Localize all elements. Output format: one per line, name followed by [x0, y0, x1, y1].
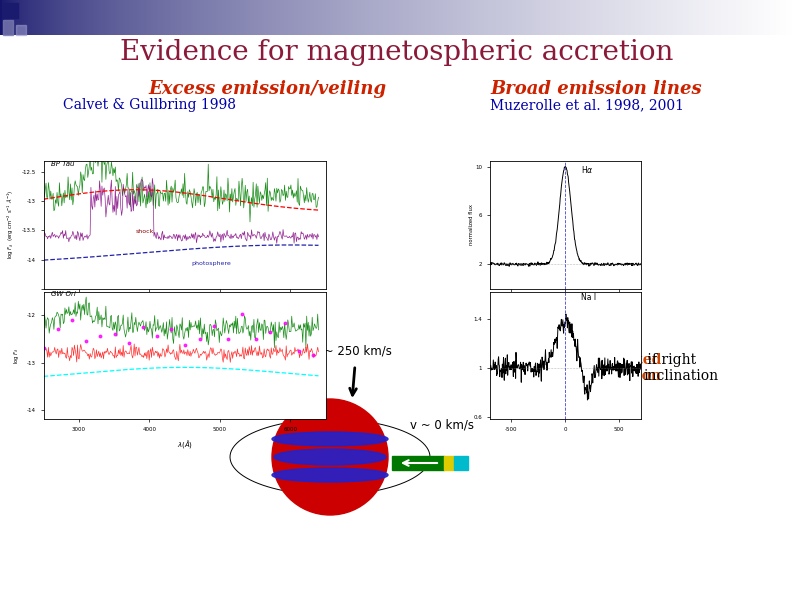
Y-axis label: log $F_\lambda$  (erg cm$^{-2}$ s$^{-1}$ $\AA^{-1}$): log $F_\lambda$ (erg cm$^{-2}$ s$^{-1}$ …	[6, 190, 16, 259]
Text: GW Ori: GW Ori	[51, 292, 75, 298]
Text: Na I: Na I	[581, 293, 596, 302]
Text: Broad emission lines: Broad emission lines	[490, 80, 702, 98]
Bar	[3, 3, 18, 18]
Text: Redshifted
absorption: Redshifted absorption	[577, 353, 661, 383]
Text: photosphere: photosphere	[191, 261, 231, 267]
Text: Calvet & Gullbring 1998: Calvet & Gullbring 1998	[63, 98, 236, 112]
Ellipse shape	[274, 449, 386, 465]
Y-axis label: log $F_\lambda$: log $F_\lambda$	[13, 347, 21, 364]
Bar	[392, 456, 444, 470]
Bar	[3, 20, 13, 35]
Text: v ~ 0 km/s: v ~ 0 km/s	[410, 418, 474, 431]
X-axis label: $\lambda(\AA)$: $\lambda(\AA)$	[176, 438, 193, 450]
Bar	[454, 456, 468, 470]
Text: BP Tau: BP Tau	[51, 161, 74, 167]
Text: Excess emission/veiling: Excess emission/veiling	[148, 80, 386, 98]
Ellipse shape	[272, 432, 388, 446]
Text: if right
inclination: if right inclination	[643, 353, 718, 383]
Text: v ~ 250 km/s: v ~ 250 km/s	[313, 344, 392, 357]
Text: H$\alpha$: H$\alpha$	[581, 164, 594, 175]
Circle shape	[272, 399, 388, 515]
Y-axis label: normalized flux: normalized flux	[469, 204, 474, 245]
Text: shock: shock	[135, 229, 154, 234]
Text: Evidence for magnetospheric accretion: Evidence for magnetospheric accretion	[121, 39, 673, 65]
Bar	[16, 25, 26, 35]
Text: Muzerolle et al. 1998, 2001: Muzerolle et al. 1998, 2001	[490, 98, 684, 112]
Bar	[444, 456, 454, 470]
Ellipse shape	[272, 468, 388, 482]
